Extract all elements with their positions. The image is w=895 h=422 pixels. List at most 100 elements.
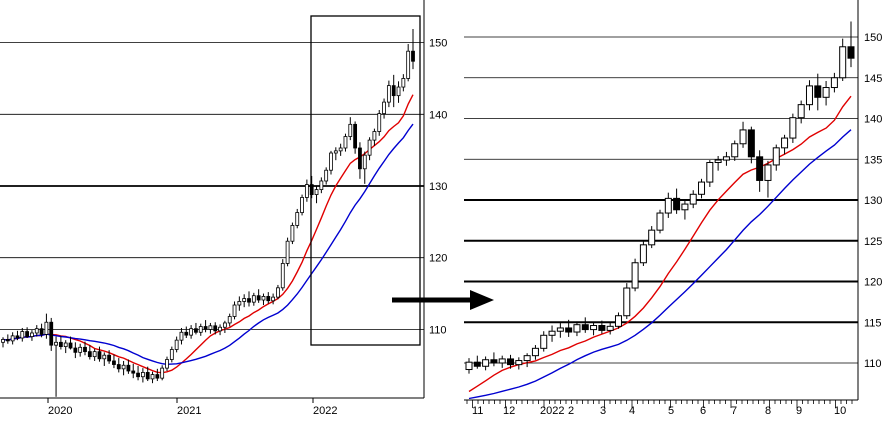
overview-candle [189,325,194,339]
detail-candle [631,258,639,292]
detail-candle [507,354,515,369]
detail-candle [639,241,647,267]
overview-candle [367,137,372,161]
overview-candle [386,80,391,108]
detail-candle [797,100,805,124]
detail-candles [465,21,855,374]
overview-candlestick-chart: 110 120 130 140 150 2020 2021 2022 [0,0,447,417]
detail-candle [656,209,664,234]
overview-candle [140,368,145,383]
overview-y-tick-label: 110 [429,324,447,336]
detail-candlestick-chart: 110 115 120 125 130 135 140 145 150 11 12 2022 2 3 4 5… [464,0,882,417]
detail-y-tick-label: 110 [864,358,882,370]
overview-candle [87,345,92,360]
detail-candle [714,155,722,171]
detail-x-tick-labels: 11 12 2022 2 3 4 5 6 7 8 9 10 [466,400,853,417]
detail-y-tick-label: 150 [864,32,882,44]
overview-y-tick-label: 130 [429,181,447,193]
overview-candle [396,81,401,103]
detail-moving-average-line [468,129,852,400]
detail-y-tick-label: 135 [864,154,882,166]
detail-candle [731,140,739,161]
overview-candle [353,121,358,154]
overview-candle [333,147,338,161]
detail-candle [673,188,681,214]
detail-x-tick-label: 12 [503,405,515,417]
overview-x-tick-label: 2021 [177,405,201,417]
overview-candle [179,327,184,345]
overview-candle [39,323,44,338]
zoom-selection-box [310,15,421,346]
overview-candle [237,296,242,311]
detail-candle [623,283,631,319]
overview-y-tick-label: 150 [429,38,447,50]
overview-candle [411,28,415,70]
detail-candle [781,134,789,155]
detail-candle [523,353,531,368]
overview-candle [304,179,309,202]
detail-x-tick-label: 7 [731,405,737,417]
detail-x-tick-label: 11 [472,405,483,417]
overview-candle [391,74,396,108]
detail-candle [681,200,689,220]
overview-candle [382,98,386,119]
overview-x-tick-label: 2020 [48,405,72,417]
overview-candle [198,323,203,336]
detail-candle [839,38,847,82]
overview-candle [251,292,256,306]
overview-candle [20,327,25,342]
overview-candle [15,330,20,341]
overview-candle [49,317,54,351]
overview-candle [10,332,15,345]
overview-candle [203,320,208,333]
overview-candle [222,320,227,333]
detail-candle [822,81,830,106]
overview-candle [280,259,285,291]
detail-x-tick-label: 2022 [540,405,564,417]
overview-candle [319,177,324,194]
overview-candle [208,322,213,334]
detail-y-tick-label: 140 [864,114,882,126]
overview-candle [107,350,112,364]
overview-candle [54,336,58,397]
overview-candle [25,327,30,339]
overview-x-tick-label: 2022 [313,405,337,417]
detail-candle [830,72,838,93]
overview-candle [406,44,411,82]
overview-candle [338,143,343,156]
detail-candle [814,73,822,111]
detail-candle [531,345,539,360]
detail-y-tick-labels: 110 115 120 125 130 135 140 145 150 [864,32,882,370]
detail-candle [548,325,556,342]
overview-candle [362,151,367,184]
overview-candle [150,371,155,384]
overview-candle [242,294,247,308]
detail-x-tick-label: 3 [600,405,606,417]
detail-candle [698,178,706,199]
overview-candle [63,340,68,354]
detail-candle [756,150,764,192]
overview-x-tick-labels: 2020 2021 2022 [47,398,337,417]
detail-candle [689,190,697,209]
overview-candle [348,117,353,141]
overview-candle [44,313,49,339]
overview-candle [97,346,102,362]
detail-y-tick-label: 120 [864,277,882,289]
overview-candle [285,237,290,267]
overview-candle [276,284,280,300]
overview-candle [256,289,261,303]
overview-candle [358,142,362,179]
detail-candle [614,312,622,329]
detail-candle [664,192,672,218]
detail-candle [565,319,573,337]
detail-x-tick-label: 10 [834,405,846,417]
overview-candle [34,325,39,337]
overview-candle [174,336,179,353]
overview-candle [194,322,198,335]
overview-candle [102,352,107,366]
detail-candle [482,356,490,371]
detail-candle [598,320,606,334]
overview-candle [160,365,165,381]
overview-y-tick-label: 140 [429,109,447,121]
